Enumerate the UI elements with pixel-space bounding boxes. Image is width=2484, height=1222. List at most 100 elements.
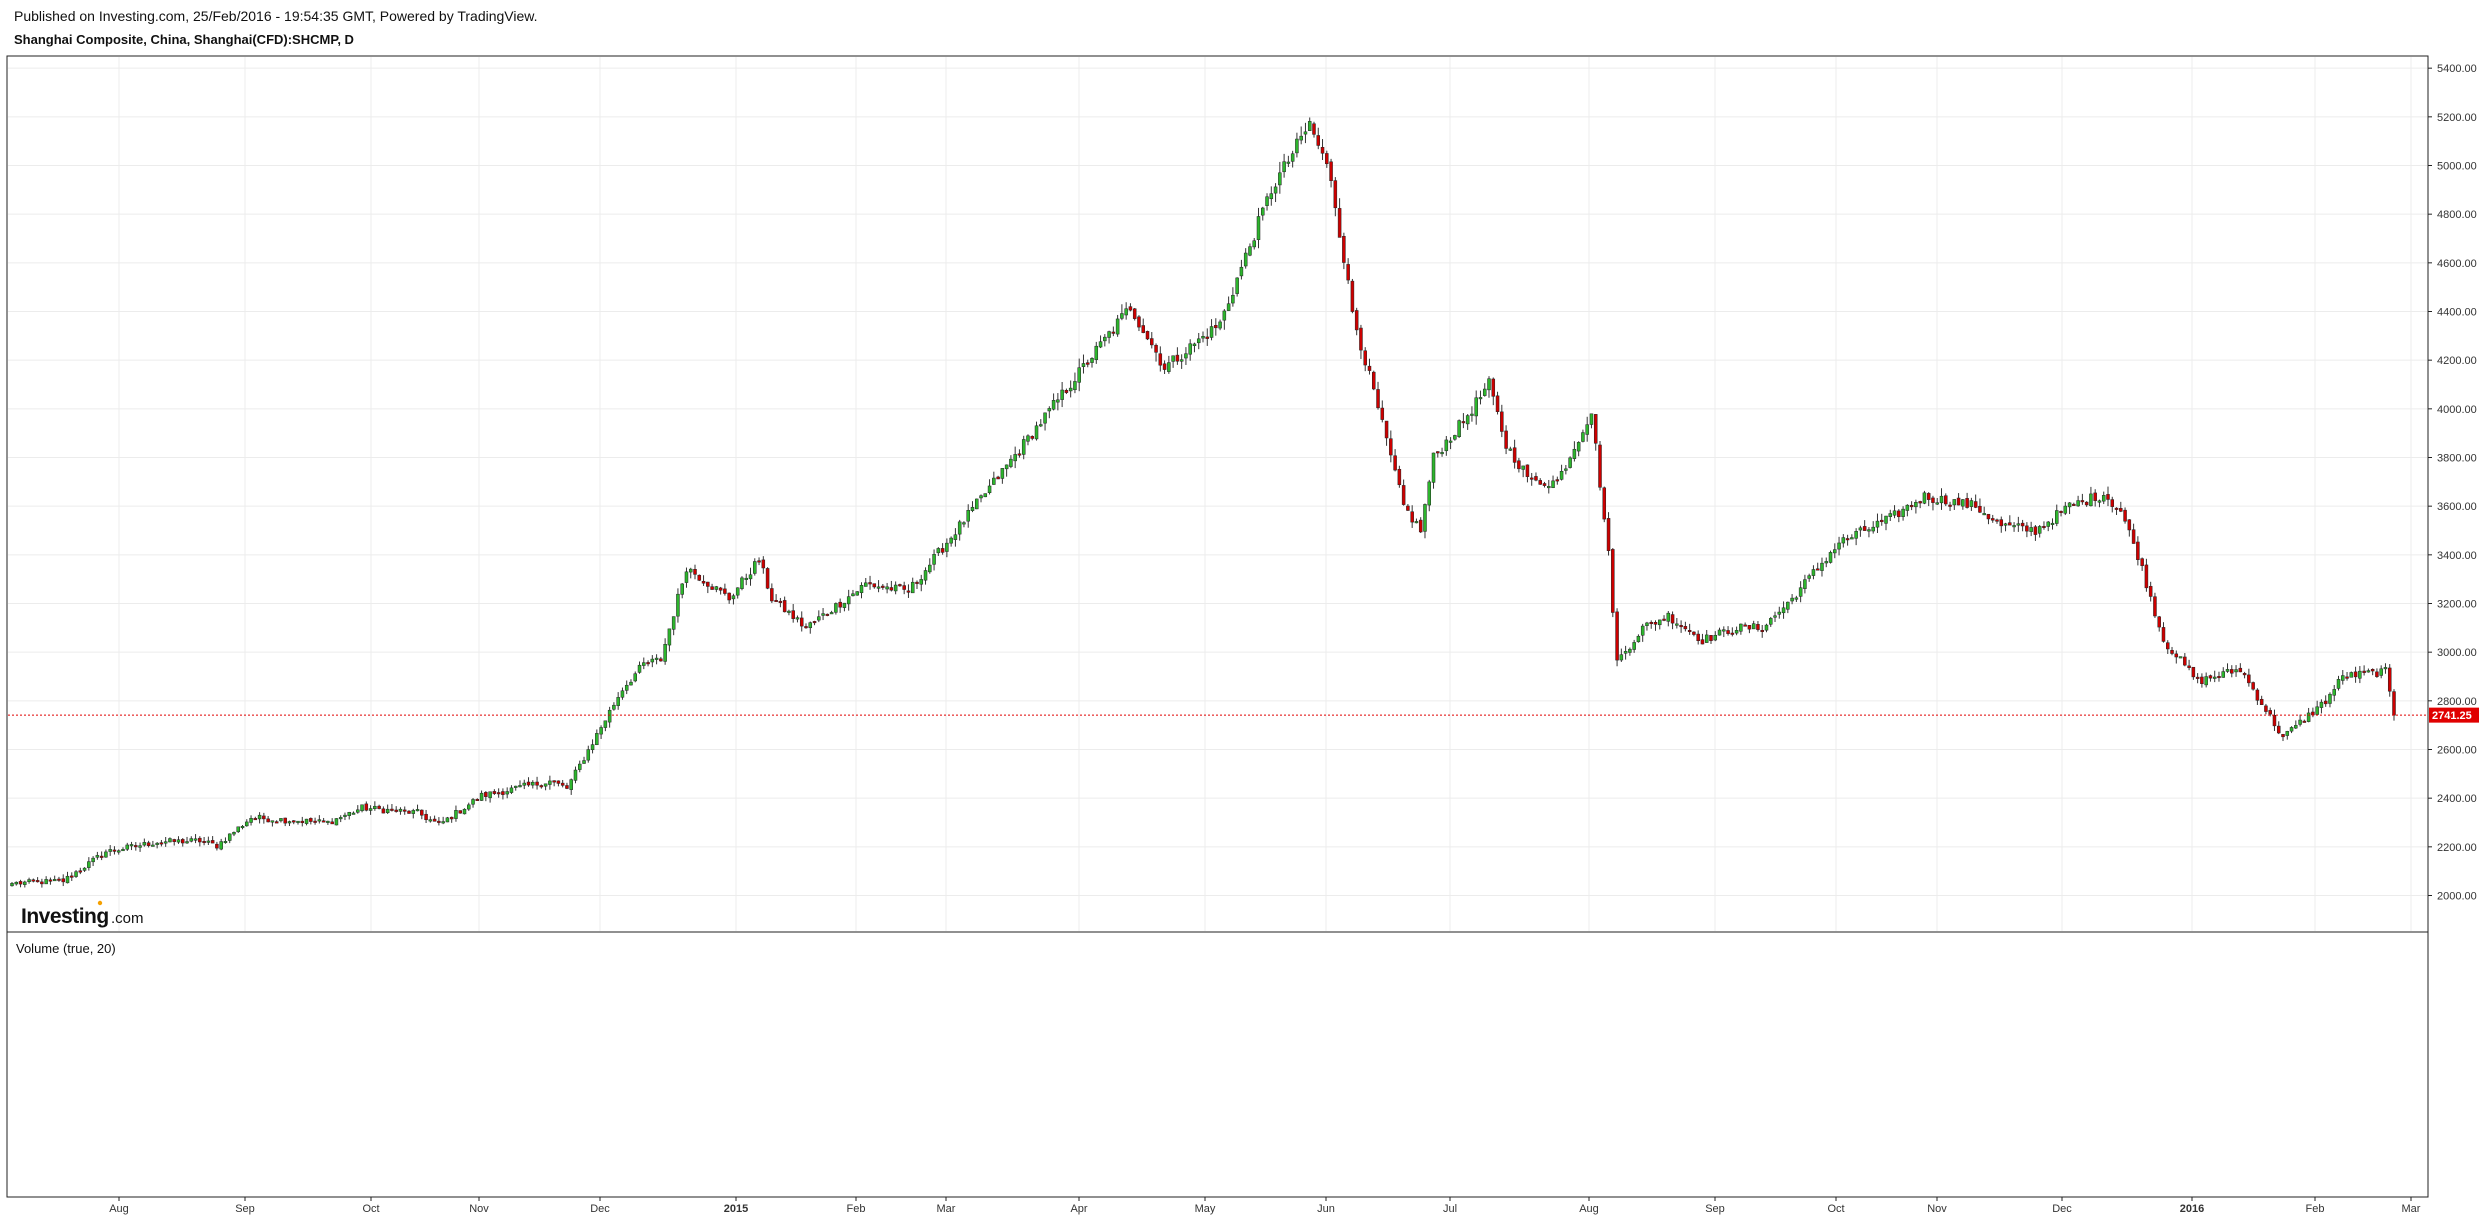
candle-down [782,600,787,613]
candle-down [1879,519,1884,523]
candle-up [936,548,941,554]
candle-down [1760,629,1764,632]
candle-up [2097,500,2102,503]
candle-down [215,843,219,849]
candle-up [1675,623,1679,626]
candle-up [1794,597,1799,600]
candle-up [227,833,232,841]
candle-down [2136,541,2140,560]
candle-up [232,832,236,835]
candle-up [1196,338,1201,344]
candle-down [1948,504,1952,507]
candle-up [1623,651,1628,654]
candle-up [347,812,351,816]
candle-down [565,785,569,789]
candle-up [2178,656,2183,659]
candle-down [1978,505,1982,513]
candle-up [108,849,112,852]
candle-down [1111,331,1116,334]
candle-up [548,780,552,785]
candle-up [1448,440,1453,443]
candle-up [2063,505,2068,514]
candle-up [1179,359,1184,362]
candle-up [2328,693,2332,704]
candles [10,117,2396,888]
candle-down [2238,667,2243,673]
candle-down [2020,522,2025,527]
candle-up [1299,135,1303,141]
candle-down [1312,123,1316,135]
candle-up [326,820,330,823]
candle-up [1000,468,1005,479]
candle-down [2187,665,2191,668]
candle-up [2285,731,2290,736]
candle-down [1700,639,1705,645]
candle-up [864,582,868,587]
candle-down [1175,354,1180,362]
x-tick-label: Sep [1705,1203,1725,1215]
candle-up [1551,480,1555,488]
candle-up [603,720,608,728]
candle-down [159,842,164,845]
candle-up [1423,504,1427,532]
candle-up [193,838,198,841]
candle-down [1504,430,1508,449]
candle-up [1841,537,1846,544]
candle-down [1598,444,1602,488]
candle-up [1521,465,1525,470]
candle-down [1017,453,1022,456]
candle-up [1414,521,1419,524]
candle-down [1393,455,1397,471]
candle-up [1935,502,1939,505]
candle-up [1939,495,1944,504]
candle-up [1734,630,1739,634]
candle-down [1615,611,1619,661]
candle-down [31,879,36,882]
candle-up [1559,471,1564,480]
candle-down [1316,135,1321,146]
candle-up [1290,153,1295,162]
candle-up [543,783,548,787]
candle-down [1897,510,1901,518]
candle-up [2349,672,2354,678]
candle-down [1397,468,1402,486]
candle-up [876,586,881,589]
candle-up [338,817,343,820]
candle-up [748,574,753,580]
candle-up [829,612,834,615]
logo-brand: Investing [21,905,109,928]
candle-down [1367,365,1372,371]
candle-up [206,840,211,843]
candle-down [40,881,44,885]
candle-down [202,841,206,844]
candle-down [2281,734,2285,738]
candle-down [1683,626,1688,630]
candle-down [1491,378,1496,397]
candle-up [1628,648,1632,653]
candle-up [1068,387,1073,392]
candle-up [2383,667,2388,670]
candle-up [1640,625,1645,636]
candle-up [992,477,996,485]
candle-up [1739,623,1743,632]
candle-up [2046,521,2050,527]
candle-up [1585,424,1589,435]
candle-up [471,799,475,805]
candle-down [210,840,215,844]
candle-up [1751,623,1756,630]
candle-up [151,844,155,847]
candle-down [2370,669,2375,672]
candle-up [142,842,147,846]
candle-down [1158,353,1163,366]
candle-up [1295,138,1299,154]
candle-up [1090,358,1094,363]
candle-down [1726,630,1730,634]
candle-up [1888,513,1893,517]
candle-down [449,816,454,820]
candle-up [663,644,667,662]
candle-down [283,817,287,824]
candle-up [1645,622,1649,626]
candle-up [1243,252,1248,267]
y-tick-label: 5000.00 [2437,161,2477,173]
